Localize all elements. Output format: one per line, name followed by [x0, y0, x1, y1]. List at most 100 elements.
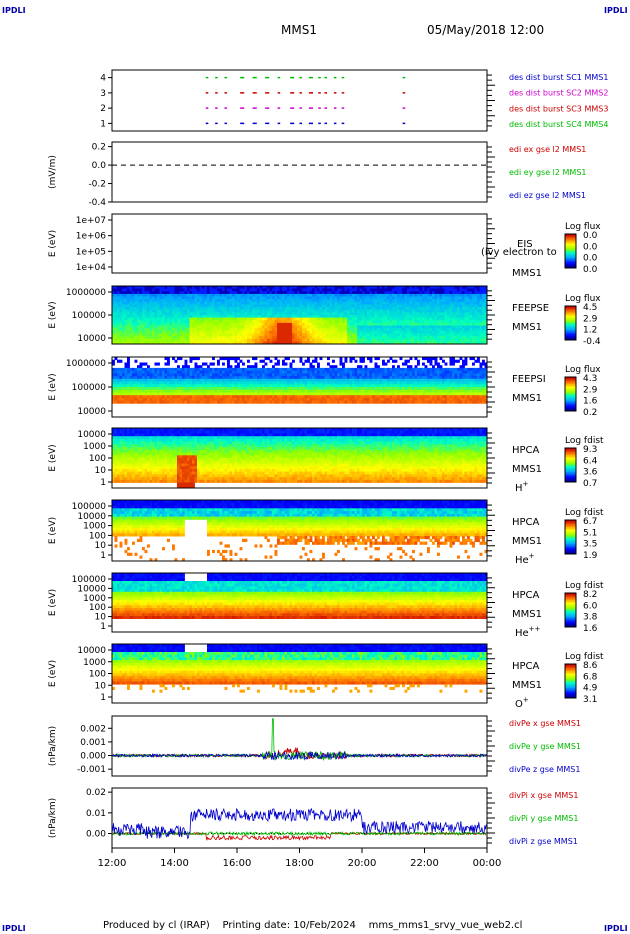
feepsi-panel-cell [222, 367, 225, 371]
feepse-panel-cell [152, 330, 155, 334]
feepse-panel-cell [307, 288, 310, 292]
feepse-panel-cell [417, 341, 420, 345]
feepse-panel-cell [244, 317, 248, 321]
feepse-panel-cell [229, 336, 233, 340]
feepse-panel-cell [182, 317, 185, 321]
feepse-panel-cell [237, 286, 240, 289]
feepse-panel-cell [287, 320, 290, 324]
feepse-panel-cell [329, 322, 333, 326]
feepse-panel-cell [352, 317, 355, 321]
feepsi-panel-cell [169, 400, 173, 404]
feepsi-panel-cell [144, 370, 148, 374]
feepse-panel-cell [404, 317, 408, 321]
feepsi-panel-cell [139, 367, 143, 371]
feepsi-panel-cell [362, 384, 365, 388]
feepsi-panel-cell [292, 392, 295, 396]
feepse-panel-cell [342, 325, 345, 329]
feepse-panel-cell [337, 312, 340, 316]
spacecraft-title: MMS1 [281, 23, 317, 37]
feepsi-panel-cell [264, 395, 268, 399]
feepse-panel-cell [327, 322, 330, 326]
feepse-panel-cell [227, 328, 230, 332]
feepse-panel-cell [482, 309, 485, 313]
feepse-panel-cell [479, 322, 483, 326]
feepse-panel-cell [272, 312, 275, 316]
feepse-panel-cell [337, 286, 340, 289]
feepse-panel-cell [272, 330, 275, 334]
feepse-panel-cell [462, 320, 465, 324]
feepsi-panel-cell [327, 378, 330, 382]
feepsi-panel-cell [332, 387, 335, 391]
feepse-panel-cell [219, 322, 223, 326]
feepsi-panel-cell [139, 387, 143, 391]
feepse-panel-cell [382, 291, 385, 295]
feepse-panel-cell [129, 315, 133, 318]
feepsi-panel-cell [202, 389, 205, 393]
feepse-panel-cell [459, 296, 463, 300]
feepse-panel-cell [319, 301, 323, 305]
feepse-panel-cell [352, 330, 355, 334]
feepse-panel-cell [379, 296, 383, 300]
feepsi-panel-cell [174, 378, 178, 382]
feepse-panel-cell [287, 312, 290, 316]
feepse-panel-cell [482, 304, 485, 308]
feepse-panel-cell [432, 336, 435, 340]
feepse-panel-cell [269, 328, 273, 332]
feepsi-panel-cell [332, 389, 335, 393]
feepse-panel-cell [429, 317, 433, 321]
feepse-panel-cell [339, 312, 343, 316]
feepse-panel-cell [457, 309, 460, 313]
feepsi-panel-cell [239, 367, 243, 371]
feepse-panel-cell [374, 330, 378, 334]
feepse-panel-cell [322, 325, 325, 329]
feepsi-panel-cell [172, 370, 175, 374]
feepse-panel-cell [282, 301, 285, 305]
feepse-panel-cell [234, 299, 238, 303]
feepse-panel-cell [459, 307, 463, 311]
feepse-panel-cell [314, 296, 318, 300]
feepse-panel-cell [352, 320, 355, 324]
feepsi-panel-cell [332, 367, 335, 371]
feepsi-panel-cell [262, 400, 265, 404]
feepse-panel-cell [122, 341, 125, 345]
feepse-panel-cell [279, 293, 283, 297]
feepsi-panel-cell [179, 389, 183, 393]
feepse-panel-cell [207, 325, 210, 329]
feepsi-panel-cell [137, 381, 140, 385]
feepse-panel-cell [427, 307, 430, 311]
feepse-panel-cell [379, 307, 383, 311]
feepsi-panel-cell [194, 367, 198, 371]
feepsi-panel-cell [172, 378, 175, 382]
feepse-panel-cell [412, 296, 415, 300]
feepse-panel-cell [354, 320, 358, 324]
feepse-panel-cell [164, 338, 168, 342]
feepsi-panel-cell [272, 381, 275, 385]
feepsi-panel-cell [139, 381, 143, 385]
feepsi-panel-cell [112, 376, 115, 380]
feepse-panel-cell [312, 320, 315, 324]
feepse-panel-cell [292, 293, 295, 297]
feepse-panel-cell [317, 286, 320, 289]
feepsi-panel-cell [362, 376, 365, 380]
feepsi-panel-cell [252, 392, 255, 396]
feepse-panel-cell [302, 309, 305, 313]
feepsi-panel-cell [214, 370, 218, 374]
feepse-panel-cell [429, 291, 433, 295]
feepsi-panel-cell [347, 376, 350, 380]
feepse-panel-cell [257, 322, 260, 326]
feepse-panel-cell [269, 320, 273, 324]
feepse-panel-cell [369, 299, 373, 303]
feepse-panel-cell [137, 320, 140, 324]
feepse-panel-cell [369, 341, 373, 345]
feepse-panel-cell [129, 336, 133, 340]
feepse-panel-cell [232, 325, 235, 329]
feepsi-panel-cell [274, 367, 278, 371]
feepse-panel-cell [254, 322, 258, 326]
feepse-panel-cell [289, 330, 293, 334]
feepse-panel-cell [129, 286, 133, 289]
feepsi-panel-cell [249, 367, 253, 371]
feepse-panel-cell [129, 338, 133, 342]
feepse-panel-cell [337, 338, 340, 342]
feepse-panel-cell [309, 320, 313, 324]
feepse-panel-cell [427, 296, 430, 300]
